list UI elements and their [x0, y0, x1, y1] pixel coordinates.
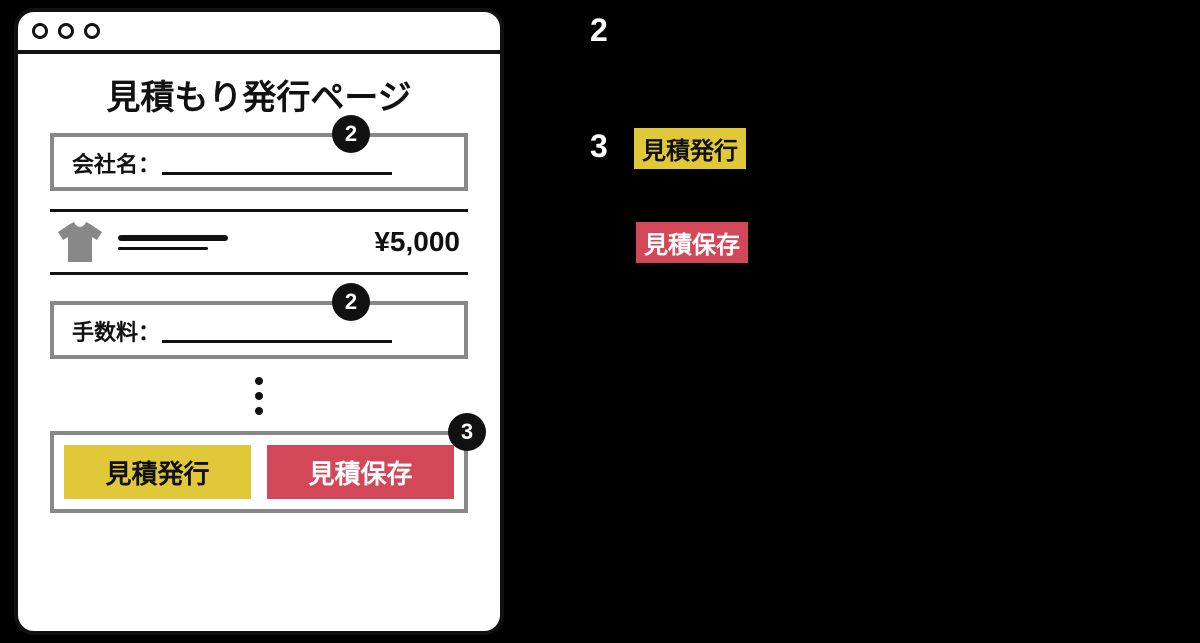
save-quote-button[interactable]: 見積保存: [267, 445, 454, 499]
product-name-placeholder: [118, 235, 374, 250]
side-chip-save: 見積保存: [636, 222, 748, 263]
titlebar-dot: [84, 23, 100, 39]
company-name-input-line[interactable]: [162, 172, 392, 175]
window-titlebar: [18, 12, 500, 54]
titlebar-dot: [58, 23, 74, 39]
product-price: ¥5,000: [374, 226, 460, 258]
callout-badge-3: 3: [448, 413, 486, 451]
ellipsis-vertical-icon: [50, 377, 468, 415]
page-title: 見積もり発行ページ: [50, 70, 468, 119]
side-step-number-3: 3: [590, 128, 608, 165]
callout-badge-2: 2: [332, 115, 370, 153]
tshirt-icon: [56, 222, 104, 262]
browser-window: 見積もり発行ページ 会社名： 2 ¥5,000 手数料： 2: [14, 8, 504, 635]
action-buttons-group: 見積発行 見積保存 3: [50, 431, 468, 513]
page-body: 見積もり発行ページ 会社名： 2 ¥5,000 手数料： 2: [18, 54, 500, 531]
fee-label: 手数料：: [72, 315, 160, 347]
titlebar-dot: [32, 23, 48, 39]
issue-quote-button[interactable]: 見積発行: [64, 445, 251, 499]
fee-field[interactable]: 手数料： 2: [50, 301, 468, 359]
side-chip-issue: 見積発行: [634, 128, 746, 169]
company-name-label: 会社名：: [72, 147, 160, 179]
company-name-field[interactable]: 会社名： 2: [50, 133, 468, 191]
product-row: ¥5,000: [50, 209, 468, 275]
side-step-number-2: 2: [590, 12, 608, 49]
callout-badge-2: 2: [332, 283, 370, 321]
fee-input-line[interactable]: [162, 340, 392, 343]
